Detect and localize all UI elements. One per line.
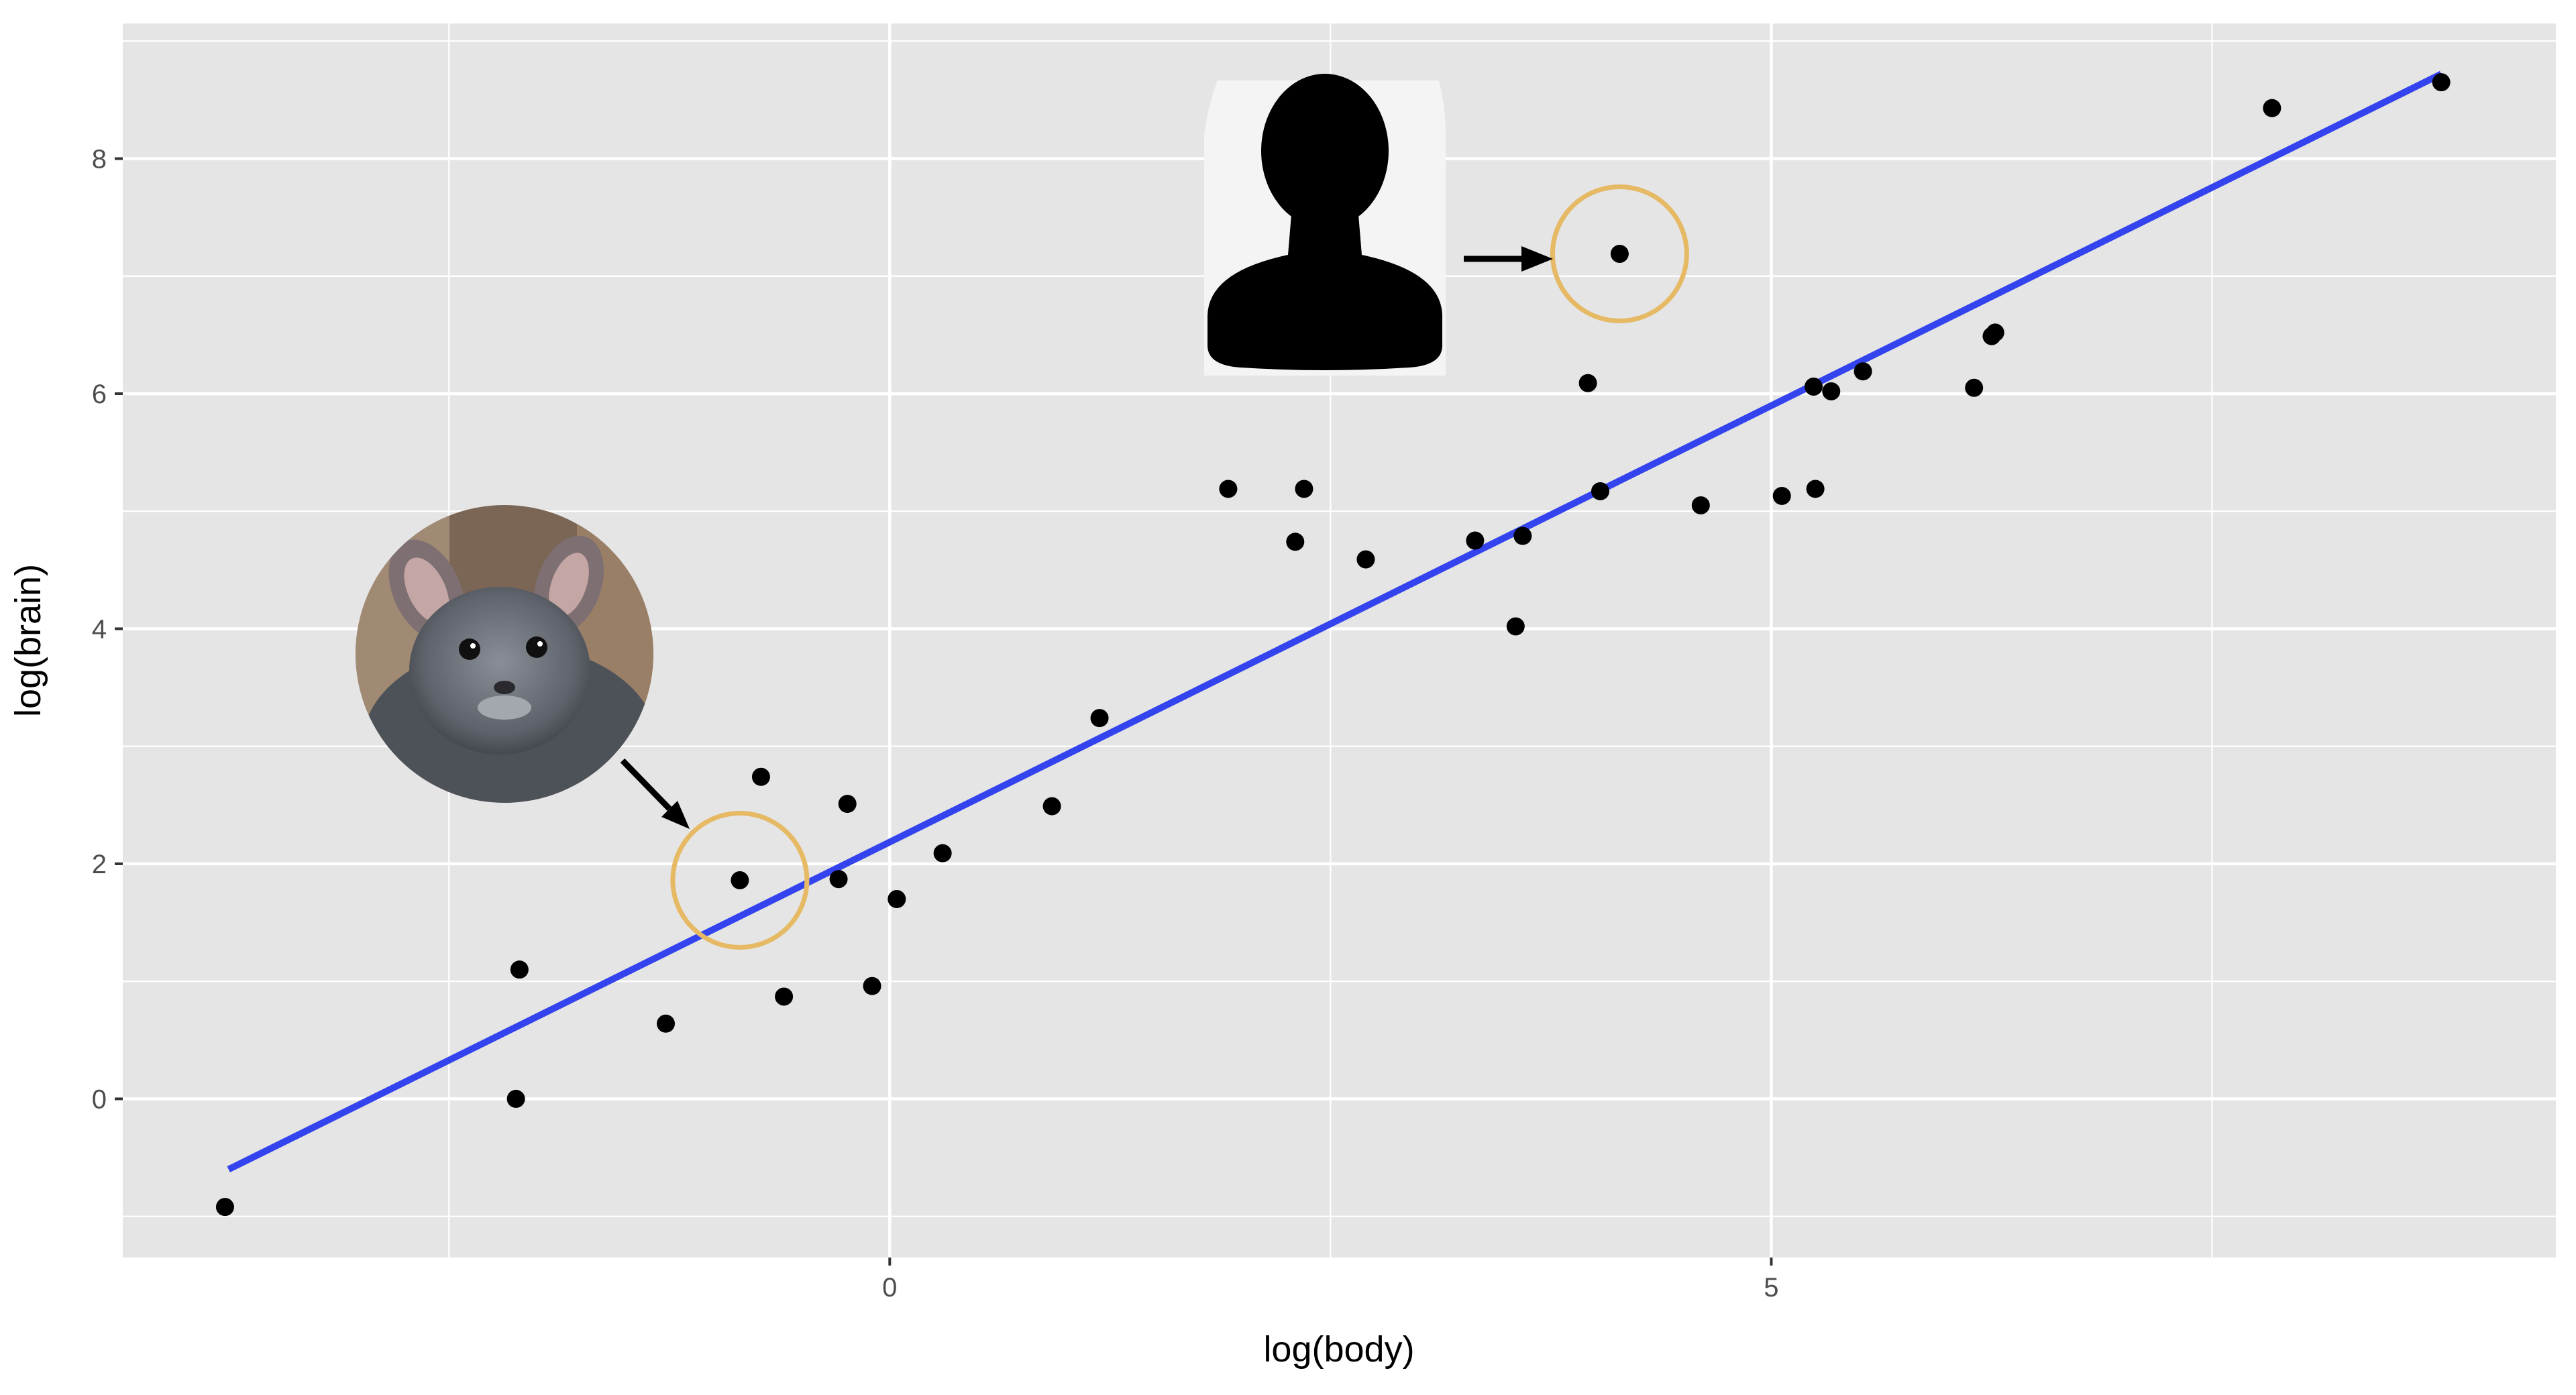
- data-points: [215, 73, 2451, 1217]
- data-point-1: [506, 1089, 525, 1108]
- data-point-9: [863, 976, 881, 995]
- y-tick-label-0: 0: [92, 1084, 107, 1114]
- x-tick-label-1: 5: [1764, 1273, 1778, 1302]
- x-axis-title: log(body): [1263, 1329, 1414, 1370]
- data-point-30: [1965, 378, 1984, 397]
- data-point-3: [657, 1014, 676, 1033]
- x-tick-label-0: 0: [882, 1273, 897, 1302]
- data-point-18: [1466, 531, 1485, 550]
- human-silhouette-icon: [1204, 74, 1446, 376]
- data-point-22: [1591, 482, 1609, 500]
- data-point-17: [1356, 550, 1375, 569]
- data-point-26: [1805, 377, 1823, 396]
- data-point-0: [215, 1198, 234, 1217]
- axis-ticks: 0 2 4 6 8 0 5: [92, 145, 1779, 1302]
- data-point-33: [2263, 99, 2282, 117]
- y-axis-title: log(brain): [8, 564, 48, 717]
- data-point-4: [731, 871, 749, 889]
- arrow-human: [1464, 246, 1553, 272]
- data-point-21: [1578, 374, 1597, 392]
- highlight-circle-human: [1550, 184, 1689, 323]
- data-point-13: [1090, 709, 1109, 728]
- data-point-29: [1854, 362, 1872, 381]
- data-point-27: [1806, 480, 1825, 498]
- data-point-25: [1772, 486, 1791, 505]
- data-point-28: [1822, 382, 1841, 400]
- data-point-23: [1610, 244, 1629, 263]
- data-point-7: [829, 870, 848, 889]
- data-point-15: [1286, 533, 1305, 551]
- data-point-8: [838, 795, 857, 814]
- data-point-16: [1295, 480, 1313, 498]
- y-tick-label-4: 8: [92, 145, 107, 174]
- data-point-10: [888, 890, 906, 909]
- data-point-14: [1219, 480, 1238, 498]
- arrow-chinchilla: [620, 758, 690, 829]
- data-point-12: [1042, 797, 1061, 816]
- data-point-19: [1506, 617, 1525, 636]
- data-point-2: [510, 960, 529, 979]
- data-point-5: [751, 767, 770, 786]
- data-point-24: [1691, 496, 1710, 514]
- fit-line-layer: [227, 70, 2443, 1173]
- highlight-circle-chinchilla: [670, 810, 810, 950]
- data-point-11: [933, 844, 952, 862]
- fit-line: [227, 70, 2443, 1173]
- data-point-20: [1513, 526, 1532, 545]
- y-tick-label-1: 2: [92, 850, 107, 879]
- y-tick-label-3: 6: [92, 380, 107, 409]
- data-point-6: [775, 987, 794, 1006]
- y-tick-label-2: 4: [92, 614, 107, 644]
- data-point-32: [1986, 323, 2004, 342]
- data-point-34: [2432, 73, 2451, 92]
